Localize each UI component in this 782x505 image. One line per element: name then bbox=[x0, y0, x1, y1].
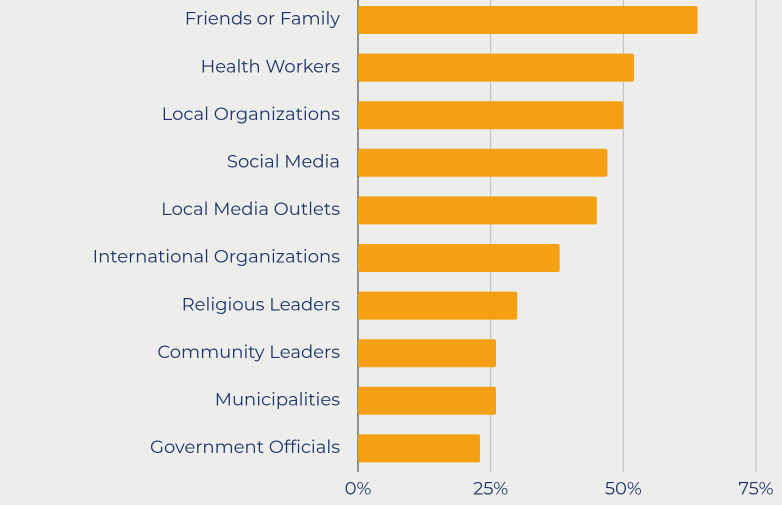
y-tick-label: Local Media Outlets bbox=[161, 198, 340, 220]
bar bbox=[358, 291, 518, 320]
y-tick-label: Religious Leaders bbox=[182, 293, 341, 315]
bar bbox=[358, 339, 496, 368]
bar bbox=[358, 53, 634, 82]
y-tick-label: Municipalities bbox=[215, 389, 340, 411]
bar bbox=[358, 101, 624, 130]
x-tick-label: 0% bbox=[345, 478, 372, 500]
x-tick-label: 50% bbox=[605, 478, 642, 500]
bar bbox=[358, 148, 608, 177]
y-tick-label: International Organizations bbox=[93, 246, 341, 268]
y-tick-label: Social Media bbox=[227, 151, 340, 173]
bar bbox=[358, 434, 481, 463]
x-tick-label: 25% bbox=[473, 478, 508, 500]
bar bbox=[358, 244, 560, 272]
y-tick-label: Government Officials bbox=[150, 436, 340, 458]
y-tick-label: Health Workers bbox=[201, 55, 341, 77]
bar bbox=[358, 196, 597, 225]
y-tick-label: Local Organizations bbox=[162, 103, 341, 125]
y-tick-label: Friends or Family bbox=[185, 8, 340, 30]
y-tick-label: Community Leaders bbox=[157, 341, 340, 363]
bar bbox=[358, 6, 698, 34]
bar bbox=[358, 386, 496, 415]
x-tick-label: 75% bbox=[738, 478, 773, 500]
